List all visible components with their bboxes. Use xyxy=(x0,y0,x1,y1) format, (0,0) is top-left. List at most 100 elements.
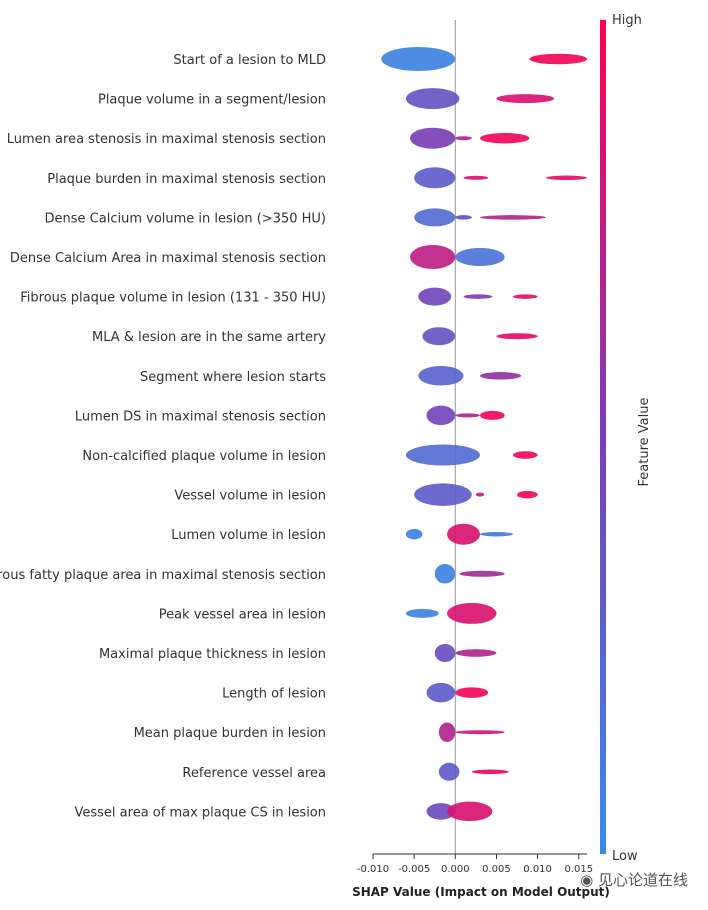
shap-cluster xyxy=(405,88,460,110)
shap-cluster xyxy=(422,327,456,346)
shap-cluster xyxy=(405,528,423,540)
shap-cluster xyxy=(517,490,538,499)
x-tick-label: 0.000 xyxy=(441,864,470,875)
shap-cluster xyxy=(381,47,456,71)
feature-label: Mean plaque burden in lesion xyxy=(134,726,326,741)
x-tick-label: 0.005 xyxy=(482,864,511,875)
feature-label: Dense Calcium Area in maximal stenosis s… xyxy=(10,251,326,266)
shap-cluster xyxy=(418,366,464,386)
feature-label: Lumen volume in lesion xyxy=(171,528,326,543)
shap-cluster xyxy=(463,175,489,180)
colorbar: High Low Feature Value xyxy=(600,13,652,864)
shap-cluster xyxy=(512,294,538,299)
shap-cluster xyxy=(455,248,505,266)
shap-cluster xyxy=(426,405,456,426)
shap-cluster xyxy=(480,531,513,537)
feature-rows: Start of a lesion to MLD Plaque volume in… xyxy=(0,47,588,822)
x-axis: -0.010 -0.005 0.000 0.005 0.010 0.015 xyxy=(357,853,593,875)
feature-row: Peak vessel area in lesion xyxy=(159,602,497,624)
shap-cluster xyxy=(455,136,472,141)
feature-row: Start of a lesion to MLD xyxy=(173,47,587,71)
feature-row: Non-calcified plaque volume in lesion xyxy=(82,444,538,466)
shap-cluster xyxy=(455,215,472,220)
shap-cluster xyxy=(405,608,439,618)
shap-cluster xyxy=(434,564,456,584)
shap-cluster xyxy=(455,730,505,735)
feature-label: Reference vessel area xyxy=(182,766,326,781)
shap-cluster xyxy=(529,53,587,65)
shap-cluster xyxy=(410,245,456,269)
feature-row: Plaque volume in a segment/lesion xyxy=(98,88,555,110)
shap-cluster xyxy=(459,570,505,577)
feature-row: Mean plaque burden in lesion xyxy=(134,722,505,742)
shap-cluster xyxy=(471,769,509,775)
feature-row: Lumen area stenosis in maximal stenosis … xyxy=(7,127,530,149)
watermark: ◉ 见心论道在线 xyxy=(580,869,688,890)
x-tick-label: -0.005 xyxy=(398,864,430,875)
feature-row: Vessel volume in lesion xyxy=(174,483,538,506)
shap-cluster xyxy=(414,208,456,227)
shap-cluster xyxy=(405,444,480,466)
feature-label: Non-calcified plaque volume in lesion xyxy=(82,449,326,464)
shap-cluster xyxy=(480,372,522,380)
x-tick-label: -0.010 xyxy=(357,864,389,875)
feature-row: Segment where lesion starts xyxy=(140,366,522,386)
shap-cluster xyxy=(480,215,546,220)
shap-cluster xyxy=(414,167,456,189)
feature-row: Plaque burden in maximal stenosis sectio… xyxy=(47,167,588,189)
feature-label: MLA & lesion are in the same artery xyxy=(92,330,326,345)
x-tick-label: 0.015 xyxy=(564,864,593,875)
feature-label: Maximal plaque thickness in lesion xyxy=(99,647,326,662)
feature-label: Start of a lesion to MLD xyxy=(173,53,326,68)
feature-row: MLA & lesion are in the same artery xyxy=(92,327,538,346)
shap-cluster xyxy=(426,682,456,703)
watermark-text: 见心论道在线 xyxy=(597,871,688,889)
feature-label: Length of lesion xyxy=(222,687,326,702)
shap-cluster xyxy=(438,722,456,742)
shap-cluster xyxy=(496,333,538,340)
feature-row: Reference vessel area xyxy=(182,762,509,781)
shap-cluster xyxy=(475,492,485,497)
feature-row: Length of lesion xyxy=(222,682,489,703)
shap-cluster xyxy=(512,451,538,459)
shap-cluster xyxy=(480,410,505,420)
shap-cluster xyxy=(426,803,456,820)
shap-cluster xyxy=(414,483,472,506)
feature-row: Dense Calcium Area in maximal stenosis s… xyxy=(10,245,505,269)
wechat-icon: ◉ xyxy=(580,871,594,889)
feature-label: Segment where lesion starts xyxy=(140,370,326,385)
shap-cluster xyxy=(418,287,452,306)
feature-row: Dense Calcium volume in lesion (>350 HU) xyxy=(45,208,546,227)
feature-row: Lumen DS in maximal stenosis section xyxy=(75,405,505,426)
feature-label: Plaque burden in maximal stenosis sectio… xyxy=(47,172,326,187)
feature-label: Plaque volume in a segment/lesion xyxy=(98,93,326,108)
colorbar-gradient xyxy=(600,20,606,854)
shap-cluster xyxy=(496,94,555,104)
shap-cluster xyxy=(434,644,456,662)
shap-cluster xyxy=(447,523,480,545)
shap-cluster xyxy=(480,132,530,144)
feature-row: Fibrous plaque volume in lesion (131 - 3… xyxy=(20,287,538,306)
shap-cluster xyxy=(545,175,588,181)
shap-cluster xyxy=(447,602,497,624)
shap-cluster xyxy=(463,294,493,299)
colorbar-title: Feature Value xyxy=(637,398,652,487)
feature-label: Peak vessel area in lesion xyxy=(159,607,326,622)
feature-label: Fibrous plaque volume in lesion (131 - 3… xyxy=(20,291,326,306)
feature-label: Lumen DS in maximal stenosis section xyxy=(75,409,326,424)
feature-label: Fibrous fatty plaque area in maximal ste… xyxy=(0,568,326,583)
feature-label: Lumen area stenosis in maximal stenosis … xyxy=(7,132,326,147)
shap-cluster xyxy=(447,801,493,822)
colorbar-high-label: High xyxy=(612,13,642,28)
feature-row: Vessel area of max plaque CS in lesion xyxy=(75,801,493,822)
shap-cluster xyxy=(410,127,456,149)
feature-row: Lumen volume in lesion xyxy=(171,523,513,545)
x-axis-title: SHAP Value (Impact on Model Output) xyxy=(352,885,610,899)
colorbar-low-label: Low xyxy=(612,849,638,864)
feature-label: Vessel area of max plaque CS in lesion xyxy=(75,805,327,820)
x-tick-label: 0.010 xyxy=(523,864,552,875)
feature-row: Maximal plaque thickness in lesion xyxy=(99,644,497,662)
feature-label: Vessel volume in lesion xyxy=(174,489,326,504)
feature-row: Fibrous fatty plaque area in maximal ste… xyxy=(0,564,505,584)
